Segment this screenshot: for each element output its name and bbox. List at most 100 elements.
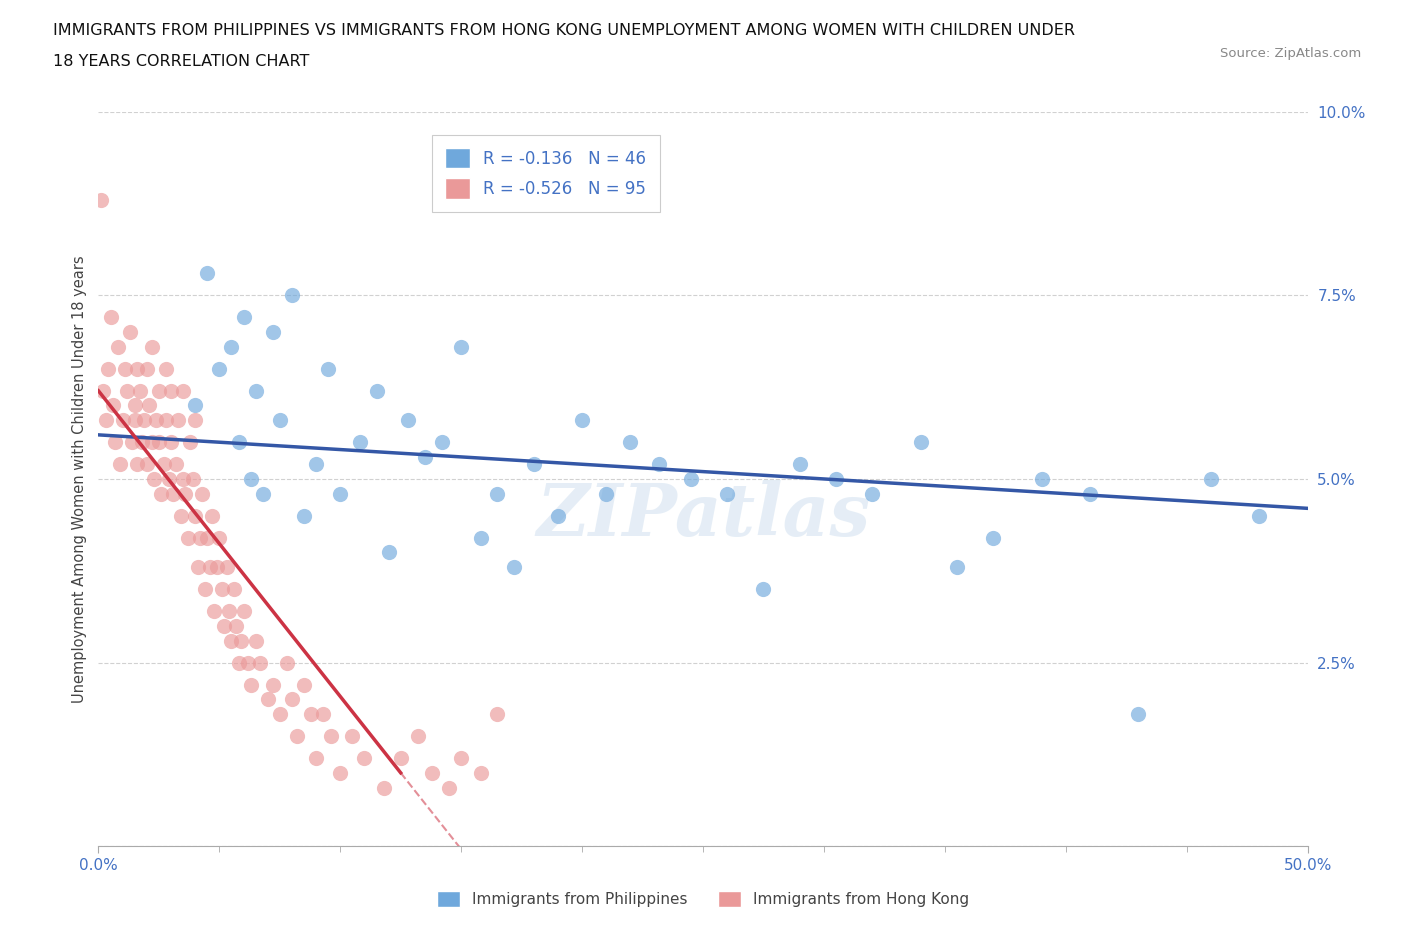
Point — [262, 677, 284, 692]
Point — [172, 472, 194, 486]
Point — [184, 398, 207, 413]
Point — [128, 383, 150, 398]
Point — [1128, 707, 1150, 722]
Point — [195, 266, 218, 281]
Point — [239, 472, 262, 486]
Point — [281, 692, 304, 707]
Point — [716, 486, 738, 501]
Text: Source: ZipAtlas.com: Source: ZipAtlas.com — [1220, 46, 1361, 60]
Point — [195, 530, 218, 545]
Point — [221, 633, 243, 648]
Point — [285, 729, 308, 744]
Point — [167, 413, 190, 428]
Point — [141, 339, 163, 354]
Point — [752, 582, 775, 597]
Point — [218, 604, 240, 618]
Point — [127, 457, 149, 472]
Point — [141, 435, 163, 450]
Point — [172, 383, 194, 398]
Point — [292, 508, 315, 523]
Point — [150, 486, 173, 501]
Point — [571, 413, 593, 428]
Point — [111, 413, 134, 428]
Point — [91, 383, 114, 398]
Point — [187, 560, 209, 575]
Point — [1249, 508, 1271, 523]
Point — [228, 655, 250, 670]
Point — [470, 765, 492, 780]
Point — [155, 413, 177, 428]
Point — [127, 361, 149, 376]
Point — [101, 398, 124, 413]
Point — [148, 435, 170, 450]
Point — [377, 545, 399, 560]
Text: IMMIGRANTS FROM PHILIPPINES VS IMMIGRANTS FROM HONG KONG UNEMPLOYMENT AMONG WOME: IMMIGRANTS FROM PHILIPPINES VS IMMIGRANT… — [53, 23, 1076, 38]
Point — [204, 604, 226, 618]
Point — [292, 677, 315, 692]
Point — [353, 751, 375, 765]
Point — [169, 508, 191, 523]
Point — [108, 457, 131, 472]
Point — [1078, 486, 1101, 501]
Point — [981, 530, 1004, 545]
Point — [135, 361, 157, 376]
Point — [252, 486, 274, 501]
Point — [1031, 472, 1053, 486]
Legend: R = -0.136   N = 46, R = -0.526   N = 95: R = -0.136 N = 46, R = -0.526 N = 95 — [432, 135, 659, 212]
Point — [174, 486, 197, 501]
Point — [329, 765, 352, 780]
Point — [312, 707, 335, 722]
Point — [121, 435, 143, 450]
Point — [208, 530, 231, 545]
Point — [124, 398, 146, 413]
Point — [430, 435, 453, 450]
Point — [165, 457, 187, 472]
Text: ZIPatlas: ZIPatlas — [536, 480, 870, 551]
Point — [648, 457, 671, 472]
Point — [97, 361, 120, 376]
Point — [245, 633, 267, 648]
Point — [825, 472, 848, 486]
Point — [118, 325, 141, 339]
Point — [205, 560, 228, 575]
Point — [201, 508, 224, 523]
Legend: Immigrants from Philippines, Immigrants from Hong Kong: Immigrants from Philippines, Immigrants … — [430, 884, 976, 913]
Point — [104, 435, 127, 450]
Point — [619, 435, 641, 450]
Point — [194, 582, 217, 597]
Point — [198, 560, 221, 575]
Text: 18 YEARS CORRELATION CHART: 18 YEARS CORRELATION CHART — [53, 54, 309, 69]
Point — [124, 413, 146, 428]
Point — [229, 633, 252, 648]
Point — [249, 655, 271, 670]
Point — [135, 457, 157, 472]
Point — [789, 457, 811, 472]
Point — [256, 692, 278, 707]
Point — [450, 751, 472, 765]
Point — [281, 288, 304, 303]
Point — [503, 560, 526, 575]
Point — [232, 310, 254, 325]
Point — [212, 618, 235, 633]
Point — [342, 729, 364, 744]
Point — [184, 508, 207, 523]
Point — [679, 472, 702, 486]
Point — [221, 339, 243, 354]
Point — [486, 707, 509, 722]
Point — [860, 486, 883, 501]
Point — [100, 310, 122, 325]
Point — [155, 361, 177, 376]
Point — [413, 449, 436, 464]
Point — [1199, 472, 1222, 486]
Point — [269, 413, 291, 428]
Point — [90, 193, 112, 207]
Point — [179, 435, 201, 450]
Point — [262, 325, 284, 339]
Point — [910, 435, 932, 450]
Point — [138, 398, 160, 413]
Point — [107, 339, 129, 354]
Point — [396, 413, 419, 428]
Point — [145, 413, 167, 428]
Point — [152, 457, 174, 472]
Point — [94, 413, 117, 428]
